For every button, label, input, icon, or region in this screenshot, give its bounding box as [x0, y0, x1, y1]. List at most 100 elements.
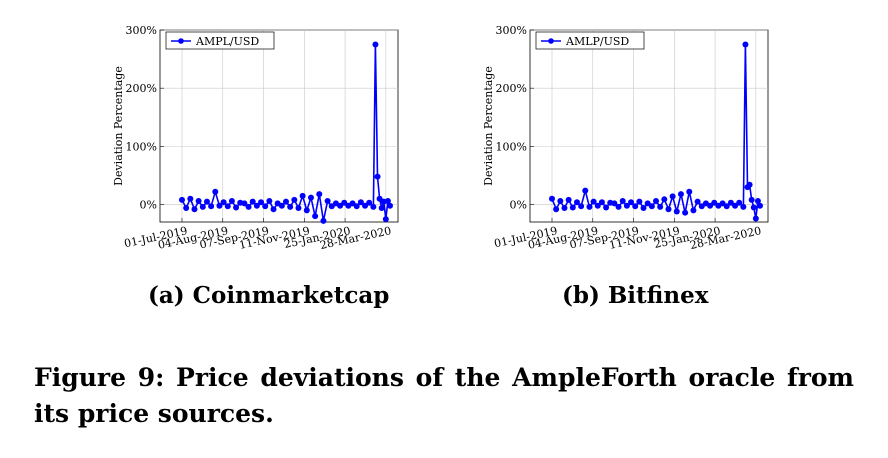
data-point — [553, 206, 560, 213]
data-point — [653, 198, 659, 205]
data-point — [565, 196, 572, 203]
data-point — [233, 204, 240, 211]
y-tick-label: 300% — [496, 24, 527, 37]
data-point — [740, 203, 747, 210]
data-point — [657, 203, 664, 210]
data-point — [752, 215, 759, 222]
y-tick-label: 200% — [496, 82, 527, 95]
data-point — [727, 199, 734, 206]
plot-frame — [159, 29, 399, 223]
y-tick-label: 0% — [140, 199, 157, 212]
data-point — [628, 199, 635, 206]
data-point — [262, 203, 269, 210]
data-point — [212, 188, 219, 195]
data-point — [195, 198, 202, 205]
data-point — [669, 193, 676, 200]
data-point — [603, 204, 610, 211]
data-point — [220, 199, 227, 206]
data-point — [258, 199, 265, 206]
legend-marker — [178, 38, 184, 44]
data-point — [619, 198, 626, 205]
data-point — [224, 203, 231, 210]
data-point — [711, 199, 718, 206]
data-point — [594, 202, 601, 209]
data-point — [694, 198, 701, 205]
data-point — [387, 202, 393, 209]
y-tick-label: 100% — [126, 140, 157, 153]
chart-bitfinex: 01-Jul-201904-Aug-201907-Sep-201911-Nov-… — [482, 24, 769, 252]
y-axis-label: Deviation Percentage — [112, 66, 125, 186]
data-point — [378, 205, 385, 212]
data-point — [316, 191, 323, 198]
chart-panel-coinmarketcap: 01-Jul-2019 04-Aug-2019 07-Sep-2019 11-Nov-… — [0, 0, 420, 300]
data-point — [598, 199, 605, 206]
data-point — [179, 196, 185, 203]
data-point — [690, 207, 697, 214]
data-point — [586, 203, 593, 210]
data-point — [278, 202, 285, 209]
data-point — [757, 202, 763, 209]
data-point — [353, 203, 360, 210]
data-point — [754, 198, 761, 205]
data-point — [341, 199, 348, 206]
data-point — [682, 209, 689, 216]
chart-coinmarketcap: 01-Jul-201904-Aug-201907-Sep-201911-Nov-… — [112, 24, 399, 252]
data-point — [287, 203, 294, 210]
data-point — [253, 202, 260, 209]
subcaption-bitfinex: (b) Bitfinex — [562, 282, 709, 309]
data-point — [208, 203, 215, 210]
data-point — [742, 41, 749, 48]
data-point — [349, 200, 356, 207]
data-point — [384, 198, 391, 205]
data-point — [183, 205, 190, 212]
legend-label: AMLP/USD — [565, 35, 629, 48]
data-point — [245, 203, 252, 210]
data-point — [366, 199, 373, 206]
data-point — [582, 187, 589, 194]
data-point — [623, 202, 630, 209]
data-point — [376, 195, 383, 202]
data-point — [199, 203, 206, 210]
data-point — [732, 202, 739, 209]
data-point — [640, 205, 647, 212]
subcaption-coinmarketcap: (a) Coinmarketcap — [148, 282, 390, 309]
data-point — [736, 199, 743, 206]
chart-panel-bitfinex: 01-Jul-2019 04-Aug-2019 07-Sep-2019 11-Nov-… — [370, 0, 790, 300]
data-point — [370, 203, 377, 210]
data-point — [686, 188, 693, 195]
data-point — [241, 200, 248, 207]
legend-label: AMPL/USD — [195, 35, 259, 48]
data-point — [573, 199, 580, 206]
y-tick-label: 100% — [496, 140, 527, 153]
data-point — [362, 202, 369, 209]
legend-box — [535, 31, 645, 50]
data-point — [561, 205, 568, 212]
data-point — [748, 196, 755, 203]
data-point — [549, 195, 555, 202]
data-point — [324, 198, 331, 205]
data-point — [750, 204, 757, 211]
data-point — [270, 206, 277, 213]
data-point — [644, 200, 651, 207]
data-point — [723, 203, 730, 210]
data-point — [677, 191, 684, 198]
data-point — [569, 204, 576, 211]
data-point — [312, 213, 319, 220]
figure-caption: Figure 9: Price deviations of the AmpleF… — [34, 363, 854, 428]
data-point — [648, 203, 655, 210]
data-point — [698, 203, 705, 210]
data-point — [307, 194, 314, 201]
y-axis-label: Deviation Percentage — [482, 66, 495, 186]
data-point — [636, 198, 643, 205]
data-point — [228, 198, 235, 205]
data-point — [719, 200, 726, 207]
data-point — [746, 181, 753, 188]
data-point — [320, 217, 327, 224]
legend-marker — [548, 38, 554, 44]
data-point — [382, 216, 389, 223]
data-point — [299, 192, 306, 199]
data-point — [191, 206, 198, 213]
y-tick-label: 300% — [126, 24, 157, 37]
data-point — [665, 206, 672, 213]
data-point — [337, 202, 344, 209]
